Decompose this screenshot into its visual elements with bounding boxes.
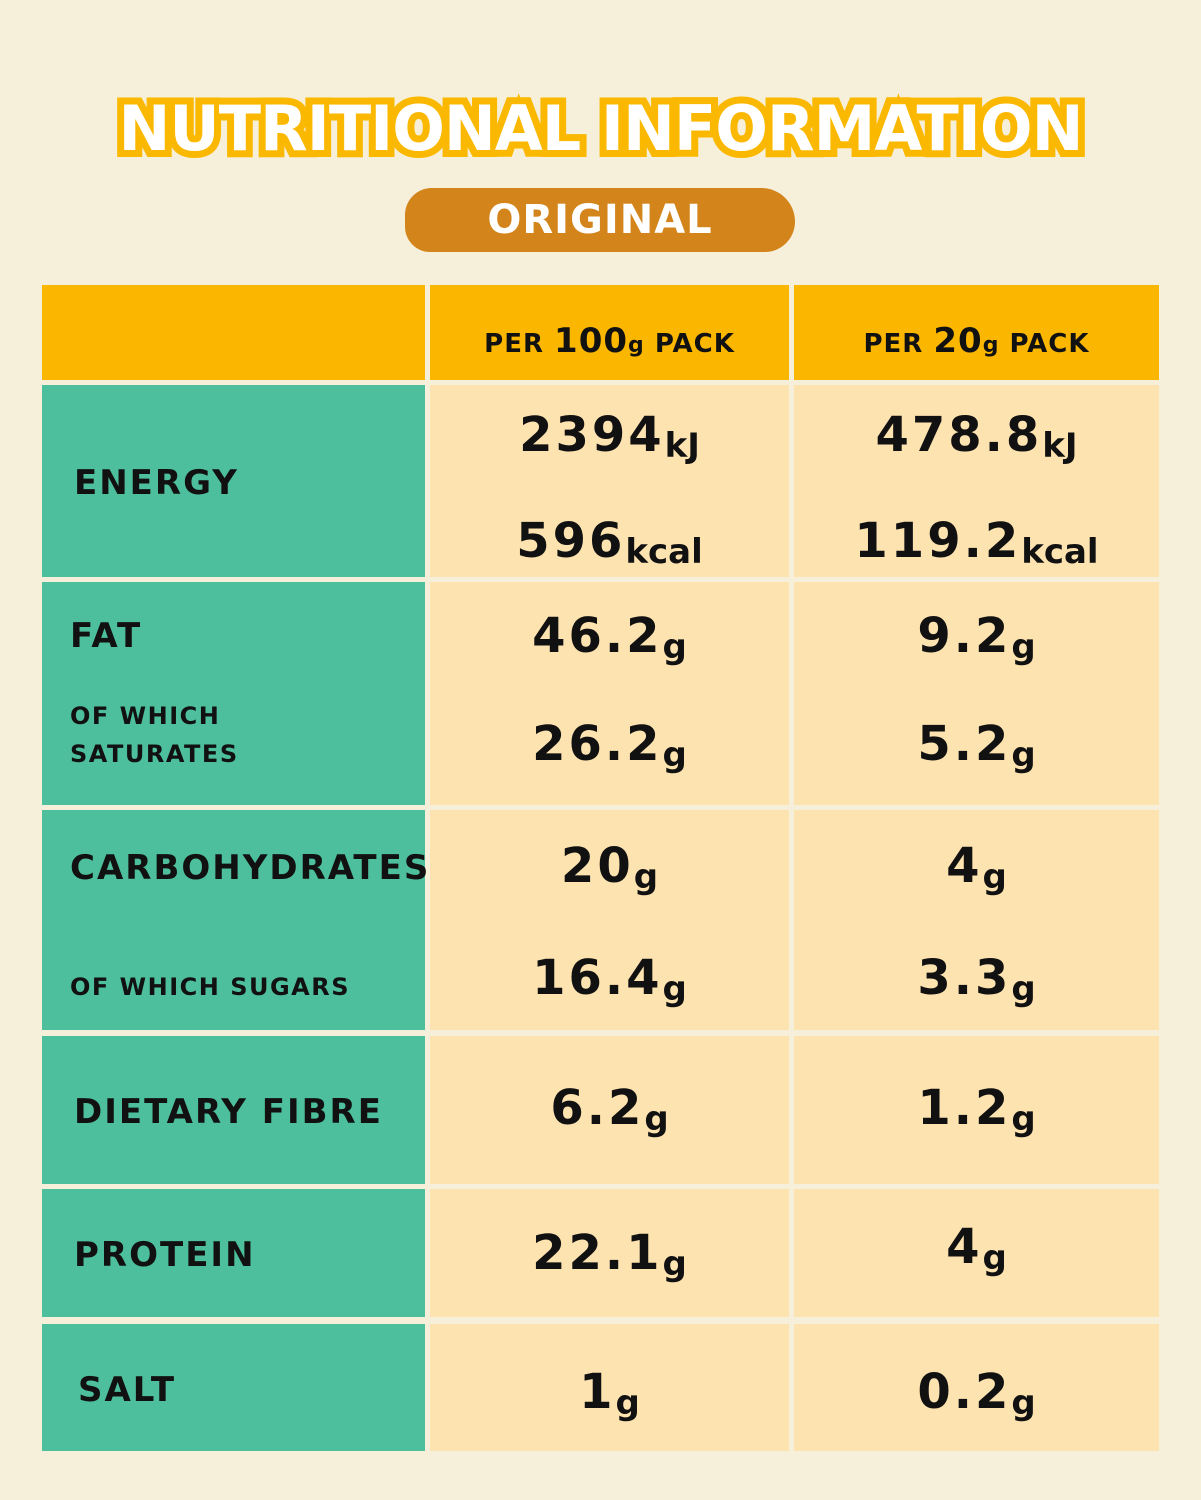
carbohydrates-20g-cell: 4g 3.3g [794,810,1159,1030]
salt-20g-cell: 0.2g [794,1324,1159,1451]
salt-label: SALT [78,1370,177,1410]
energy-label: ENERGY [74,463,239,503]
carbohydrates-label: CARBOHYDRATES [70,848,431,888]
fat-label: FAT [70,616,143,656]
carbohydrates-20g: 4 [946,838,983,894]
sugars-20g: 3.3 [917,950,1012,1006]
carbohydrates-100g-cell: 20g 16.4g [430,810,789,1030]
energy-20g-cell: 478.8kJ 119.2kcal [794,385,1159,577]
saturates-20g: 5.2 [917,716,1012,772]
sugars-100g: 16.4 [532,950,663,1006]
fibre-label-cell: DIETARY FIBRE [42,1036,425,1184]
fibre-100g: 6.2 [550,1080,645,1136]
protein-label-cell: PROTEIN [42,1189,425,1317]
sugars-label: OF WHICH SUGARS [70,973,351,1001]
fat-100g: 46.2 [532,608,663,664]
carbohydrates-100g: 20 [560,838,634,894]
variant-badge: ORIGINAL [405,188,795,252]
energy-kcal-100g: 596 [516,513,626,569]
energy-label-cell: ENERGY [42,385,425,577]
fat-20g-cell: 9.2g 5.2g [794,582,1159,805]
header-per-100g: PER 100g PACK [430,285,789,380]
fibre-label: DIETARY FIBRE [74,1092,383,1132]
saturates-100g: 26.2 [532,716,663,772]
fibre-20g-cell: 1.2g [794,1036,1159,1184]
energy-100g-cell: 2394kJ 596kcal [430,385,789,577]
header-empty-cell [42,285,425,380]
variant-label: ORIGINAL [487,197,713,243]
protein-label: PROTEIN [74,1235,256,1275]
protein-100g: 22.1 [532,1225,663,1281]
fibre-100g-cell: 6.2g [430,1036,789,1184]
fat-100g-cell: 46.2g 26.2g [430,582,789,805]
salt-100g: 1 [579,1364,616,1420]
fat-20g: 9.2 [917,608,1012,664]
energy-kcal-20g: 119.2 [854,513,1022,569]
page-title: NUTRITIONAL INFORMATION [112,85,1091,172]
energy-kj-100g: 2394 [519,407,665,463]
protein-20g-cell: 4g [794,1189,1159,1317]
protein-20g: 4 [946,1219,983,1275]
salt-20g: 0.2 [917,1364,1012,1420]
carbohydrates-label-cell: CARBOHYDRATES OF WHICH SUGARS [42,810,428,1030]
energy-kj-20g: 478.8 [875,407,1043,463]
header-per-20g: PER 20g PACK [794,285,1159,380]
saturates-label: OF WHICH SATURATES [70,702,239,768]
protein-100g-cell: 22.1g [430,1189,789,1317]
salt-100g-cell: 1g [430,1324,789,1451]
fibre-20g: 1.2 [917,1080,1012,1136]
fat-label-cell: FAT OF WHICH SATURATES [42,582,425,805]
salt-label-cell: SALT [42,1324,425,1451]
